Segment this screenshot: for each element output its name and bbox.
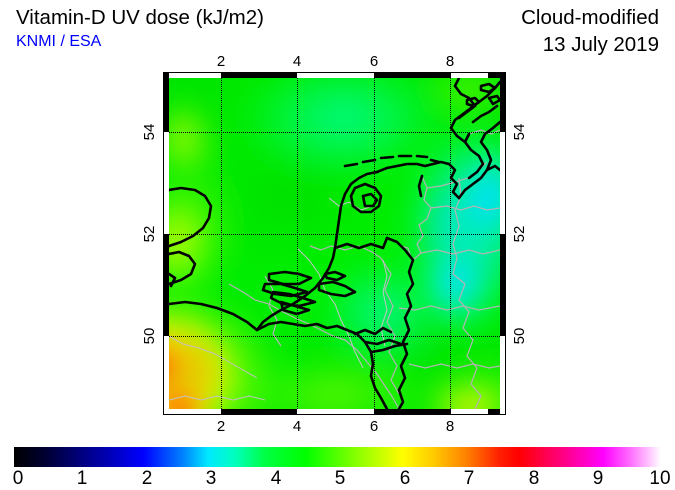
lat-tick-right-54: 54 bbox=[510, 123, 528, 141]
axis-band-right bbox=[500, 73, 505, 414]
colorbar-tick-3: 3 bbox=[205, 468, 217, 489]
axis-band-left bbox=[164, 73, 169, 414]
lon-tick-top-8: 8 bbox=[445, 53, 455, 70]
lon-tick-bottom-6: 6 bbox=[369, 418, 379, 435]
map-canvas bbox=[169, 78, 500, 409]
lon-tick-top-6: 6 bbox=[369, 53, 379, 70]
page-title: Vitamin-D UV dose (kJ/m2) bbox=[16, 6, 264, 29]
product-mode-label: Cloud-modified bbox=[521, 6, 659, 29]
gridline-lon-2 bbox=[221, 78, 222, 409]
lat-tick-right-52: 52 bbox=[510, 225, 528, 243]
gridline-lon-8 bbox=[450, 78, 451, 409]
gridline-lon-6 bbox=[374, 78, 375, 409]
lat-tick-left-54: 54 bbox=[141, 123, 159, 141]
date-label: 13 July 2019 bbox=[542, 33, 659, 56]
lon-tick-top-2: 2 bbox=[216, 53, 226, 70]
gridline-lat-52 bbox=[169, 234, 500, 235]
colorbar-gradient bbox=[14, 447, 661, 467]
gridline-lat-54 bbox=[169, 132, 500, 133]
colorbar-tick-7: 7 bbox=[463, 468, 475, 489]
gridline-lat-50 bbox=[169, 336, 500, 337]
source-attribution: KNMI / ESA bbox=[16, 33, 102, 50]
uv-dose-raster bbox=[169, 78, 500, 409]
colorbar-tick-5: 5 bbox=[334, 468, 346, 489]
gridline-lon-4 bbox=[297, 78, 298, 409]
colorbar-tick-1: 1 bbox=[76, 468, 88, 489]
coastline-layer bbox=[169, 78, 500, 409]
map-frame bbox=[163, 72, 506, 415]
lon-tick-bottom-8: 8 bbox=[445, 418, 455, 435]
lat-tick-right-50: 50 bbox=[510, 327, 528, 345]
lon-tick-bottom-4: 4 bbox=[292, 418, 302, 435]
colorbar-tick-0: 0 bbox=[12, 468, 24, 489]
colorbar-tick-4: 4 bbox=[270, 468, 282, 489]
axis-band-top bbox=[164, 73, 505, 78]
lat-tick-left-52: 52 bbox=[141, 225, 159, 243]
colorbar-tick-6: 6 bbox=[399, 468, 411, 489]
colorbar-tick-10: 10 bbox=[649, 468, 671, 489]
colorbar bbox=[14, 447, 661, 467]
colorbar-tick-2: 2 bbox=[141, 468, 153, 489]
colorbar-tick-9: 9 bbox=[592, 468, 604, 489]
colorbar-tick-8: 8 bbox=[528, 468, 540, 489]
axis-band-bottom bbox=[164, 409, 505, 414]
lat-tick-left-50: 50 bbox=[141, 327, 159, 345]
lon-tick-bottom-2: 2 bbox=[216, 418, 226, 435]
lon-tick-top-4: 4 bbox=[292, 53, 302, 70]
